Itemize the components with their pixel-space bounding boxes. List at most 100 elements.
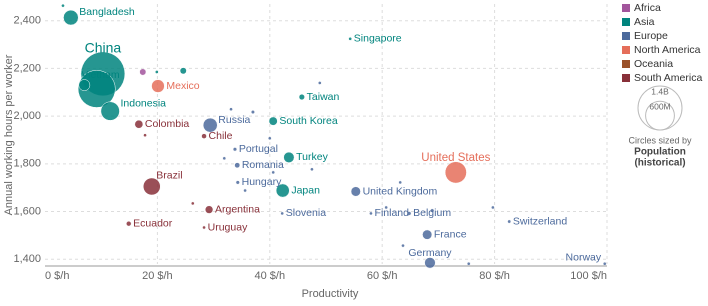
x-tick-label: 60 $/h [367,270,398,282]
bubble [243,188,247,193]
x-axis-title: Productivity [302,288,359,300]
y-tick-label: 2,000 [13,110,41,122]
data-label: Belgium [413,207,451,219]
bubble [77,70,116,108]
data-label: Vietnam [81,69,120,81]
data-label: Russia [218,114,250,126]
y-tick-label: 2,200 [13,62,41,74]
legend-swatch [622,46,630,54]
data-label: Finland [375,207,410,219]
data-label: United States [421,152,490,164]
bubble [154,70,159,74]
bubble [250,110,255,115]
y-tick-label: 1,600 [13,205,41,217]
bubble [280,211,285,216]
bubble [234,162,241,169]
legend-label: North America [634,44,701,56]
legend-label: Asia [634,16,655,28]
bubble [466,261,471,266]
size-legend-circle [645,100,675,131]
bubble [398,180,403,185]
x-tick-label: 40 $/h [255,270,286,282]
size-legend-label: 600M [649,101,670,111]
bubble [179,67,187,75]
legend-swatch [622,60,630,68]
bubble [422,229,433,240]
bubble [317,81,322,85]
bubble [143,177,161,196]
bubble [201,133,207,139]
data-label: Colombia [145,118,190,130]
data-label: France [434,228,467,240]
data-label: Chile [209,130,233,142]
data-label: Brazil [156,170,182,182]
legend-swatch [622,18,630,26]
bubble [222,156,227,161]
bubble [275,183,290,198]
data-label: Romania [242,159,284,171]
bubble [235,180,240,185]
size-legend-label: 1.4B [651,86,669,96]
bubble [401,243,405,248]
size-variable: Population [634,147,686,158]
bubble [268,116,278,126]
data-label: Uruguay [208,221,248,233]
data-label: Germany [408,247,452,259]
x-tick-label: 100 $/h [570,270,607,282]
legend-swatch [622,4,630,12]
size-caption: Circles sized by [628,135,692,145]
legend-label: Africa [634,2,661,14]
data-label: Norway [566,252,602,264]
bubble [602,261,607,266]
x-tick-label: 20 $/h [142,270,173,282]
bubble [350,186,361,197]
bubble [491,205,495,210]
bubble [444,161,467,184]
bubble [229,107,233,112]
legend-label: South America [634,72,702,84]
bubble [204,205,214,214]
data-label: United Kingdom [363,185,438,197]
data-label: Taiwan [307,91,340,103]
data-label: Mexico [166,80,199,92]
data-label: Argentina [215,203,260,215]
bubble [61,3,65,8]
bubble [126,221,132,227]
data-label: Indonesia [120,98,166,110]
bubble [139,68,147,76]
data-label: Turkey [296,151,328,163]
legend-swatch [622,74,630,82]
data-label: Hungary [242,176,282,188]
bubble [100,101,120,121]
bubble [283,151,295,163]
bubble [271,170,276,175]
bubble [134,119,144,129]
x-tick-label: 80 $/h [479,270,510,282]
bubble [63,9,79,26]
data-label: Bangladesh [79,6,135,18]
bubble [151,79,165,93]
bubble [202,117,218,133]
bubble [267,136,272,141]
y-tick-label: 1,800 [13,158,41,170]
size-note: (historical) [634,158,685,169]
x-tick-label: 0 $/h [45,270,69,282]
bubble [507,219,512,224]
data-label: Ecuador [133,217,173,229]
bubble [369,211,373,216]
legend-label: Oceania [634,58,673,70]
bubble [430,208,435,213]
bubble [424,257,436,269]
data-label: Switzerland [513,215,567,227]
bubble [232,147,238,152]
y-tick-label: 2,400 [13,15,41,27]
bubble [143,133,147,138]
bubble [384,205,388,210]
bubble [78,79,91,91]
bubble [190,201,195,206]
legend-swatch [622,32,630,40]
bubble [406,211,412,216]
data-label: Japan [291,184,320,196]
bubble [310,167,314,172]
